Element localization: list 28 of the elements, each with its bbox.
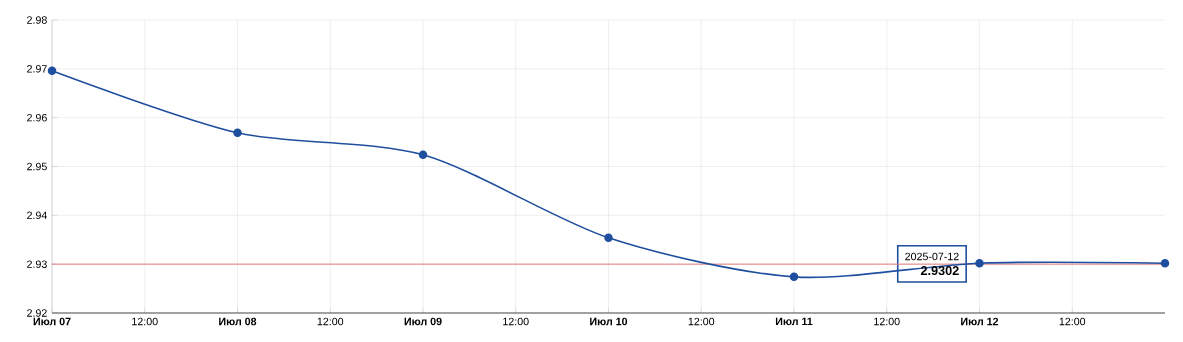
point xyxy=(47,66,57,76)
point xyxy=(233,128,242,138)
x-tick-label: 12:00 xyxy=(317,317,344,326)
annotation: 2.9302 xyxy=(920,266,959,276)
point xyxy=(975,258,984,268)
x-tick-label: Июл 08 xyxy=(219,317,257,326)
x-tick-label: 12:00 xyxy=(1059,317,1086,326)
x-tick-label: 12:00 xyxy=(503,317,529,326)
y-tick-label: 2.98 xyxy=(27,16,47,24)
x-tick-label: Июл 11 xyxy=(775,317,813,326)
y-tick-label: 2.93 xyxy=(27,260,47,268)
annotation: 2025-07-12 xyxy=(905,252,959,261)
y-tick-label: 2.97 xyxy=(27,65,47,73)
point xyxy=(1160,258,1170,268)
y-tick-label: 2.92 xyxy=(27,309,47,317)
y-tick-label: 2.94 xyxy=(27,211,47,220)
x-tick-label: 12:00 xyxy=(132,317,158,326)
x-tick-label: Июл 12 xyxy=(961,317,999,326)
x-tick-label: Июл 09 xyxy=(404,317,442,326)
point xyxy=(604,233,613,243)
x-tick-label: 12:00 xyxy=(688,317,715,326)
x-tick-label: Июл 07 xyxy=(33,317,71,326)
x-tick-label: 12:00 xyxy=(874,317,900,326)
y-tick-label: 2.95 xyxy=(27,162,47,171)
point xyxy=(418,150,428,160)
x-tick-label: Июл 10 xyxy=(590,317,628,326)
y-tick-label: 2.96 xyxy=(27,113,47,122)
point xyxy=(789,272,799,282)
